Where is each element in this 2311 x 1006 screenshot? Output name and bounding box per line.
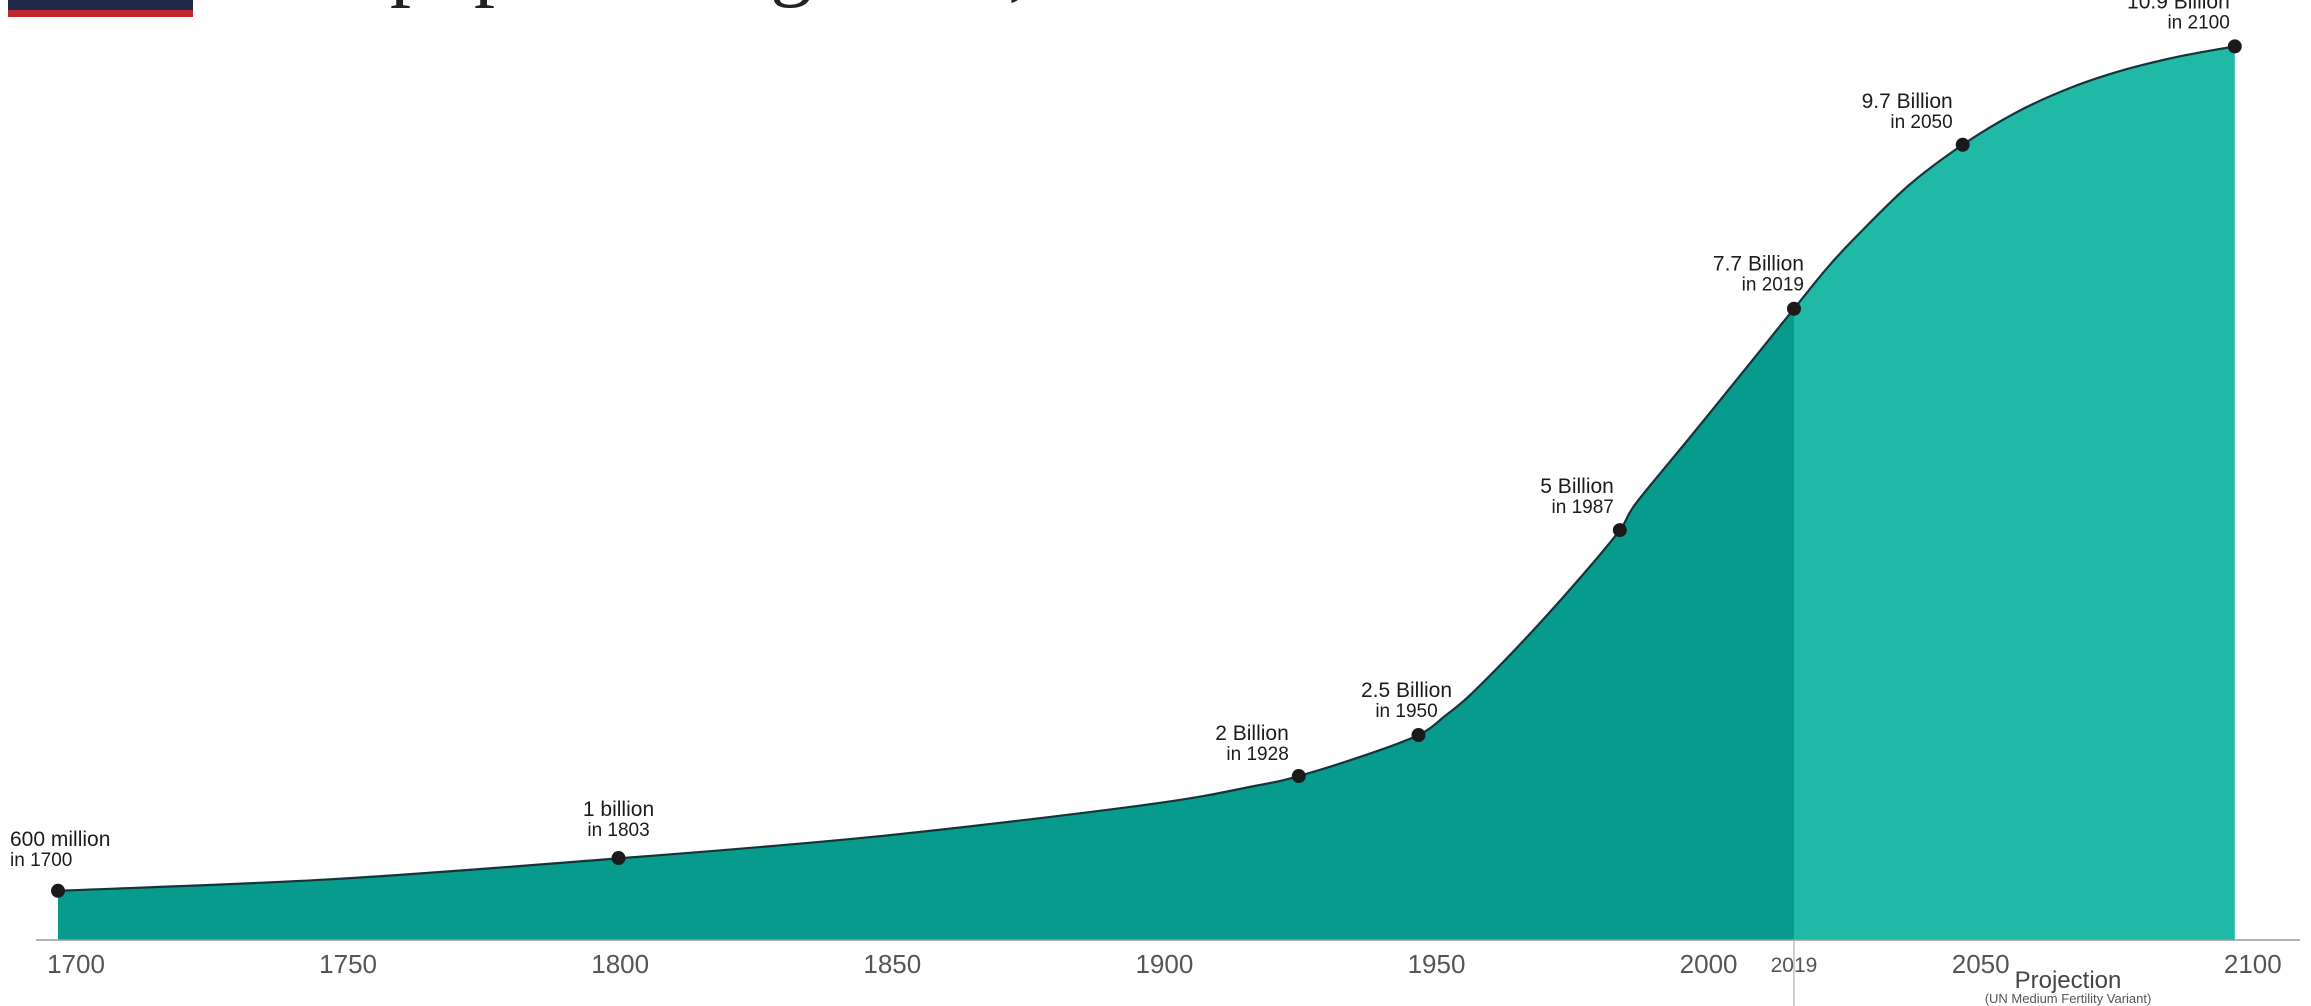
flag-navy-stripe [8,0,193,10]
data-label: 7.7 Billion [1713,253,1804,276]
data-sublabel: in 1987 [1552,497,1614,518]
data-sublabel: in 1950 [1375,701,1437,722]
data-point [611,851,626,866]
data-sublabel: in 1700 [10,850,72,871]
historical-area [58,308,1794,940]
x-tick-label: 1950 [1408,949,1466,979]
data-sublabel: in 1928 [1226,744,1288,765]
x-tick-label-2019: 2019 [1771,954,1818,977]
data-label: 2 Billion [1215,722,1289,745]
x-tick-label: 2100 [2224,949,2282,979]
x-tick-label: 2000 [1680,949,1738,979]
data-label: 2.5 Billion [1361,679,1452,702]
data-label: 1 billion [583,798,654,821]
x-tick-label: 1800 [591,949,649,979]
projection-sublabel: (UN Medium Fertility Variant) [1985,991,2152,1006]
data-label: 10.9 Billion [2127,0,2230,13]
data-sublabel: in 2100 [2167,12,2229,33]
x-axis: 1700 1750 1800 1850 1900 1950 2000 2050 2100 2019… [36,939,2300,1006]
data-label: 9.7 Billion [1862,90,1953,113]
data-sublabel: in 1803 [587,820,649,841]
x-tick-label: 1900 [1135,949,1193,979]
data-point [2227,39,2242,54]
data-point [1612,523,1627,538]
x-tick-label: 2050 [1952,949,2010,979]
x-tick-label: 1750 [319,949,377,979]
data-label: 600 million [10,828,110,851]
data-point [1786,301,1801,316]
chart-title-fragment: population growth, 1700–2100 [390,0,1428,9]
data-point [51,883,65,898]
data-point [1955,137,1970,152]
data-point [1291,769,1306,784]
projection-label: Projection [2015,967,2122,994]
area-layer [57,45,2235,940]
data-label: 5 Billion [1540,475,1614,498]
flag-logo [8,0,193,17]
data-sublabel: in 2050 [1890,112,1952,133]
data-sublabel: in 2019 [1742,275,1804,296]
data-point [1411,728,1426,743]
flag-red-stripe [8,10,193,17]
projection-area [1793,46,2235,940]
x-tick-label: 1850 [863,949,921,979]
x-tick-label: 1700 [47,949,105,979]
